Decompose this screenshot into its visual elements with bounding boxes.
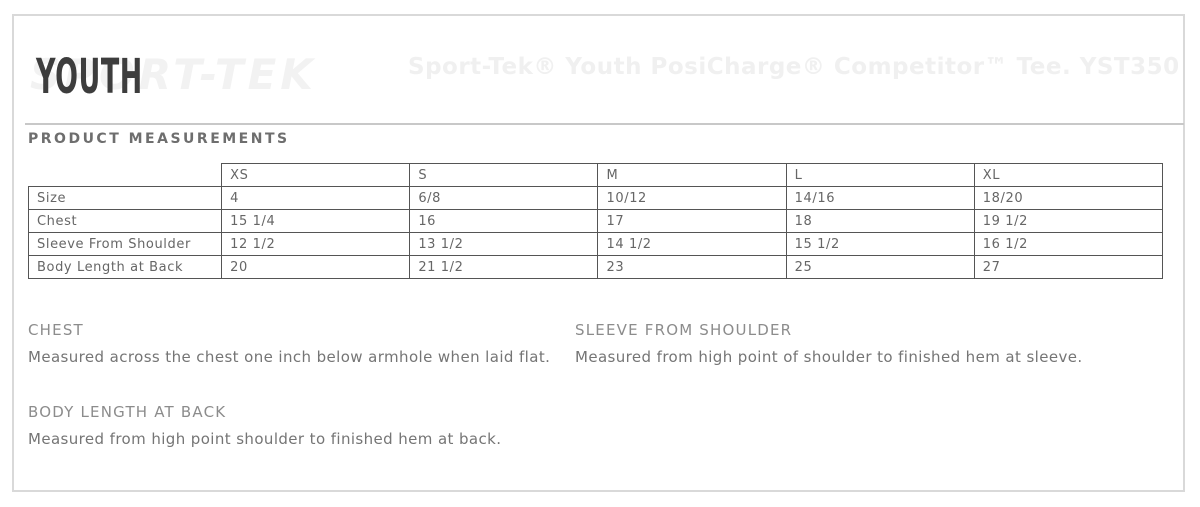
table-row: Size 4 6/8 10/12 14/16 18/20: [27, 186, 1164, 210]
measurement-cell: 23: [597, 255, 787, 279]
row-label: Size: [27, 186, 223, 210]
table-corner-cell: [29, 164, 222, 187]
size-column-header: M: [597, 163, 787, 187]
table-head: XS S M L XL: [29, 163, 1164, 187]
definition-description: Measured from high point shoulder to fin…: [28, 430, 502, 448]
definition-term: BODY LENGTH AT BACK: [28, 403, 227, 421]
measurement-cell: 18: [785, 209, 975, 233]
size-column-header: XL: [973, 163, 1164, 187]
measurement-cell: 20: [221, 255, 411, 279]
definition-description: Measured across the chest one inch below…: [28, 348, 551, 366]
measurement-cell: 16: [409, 209, 599, 233]
measurement-cell: 10/12: [597, 186, 787, 210]
definition-sleeve-from-shoulder: SLEEVE FROM SHOULDER Measured from high …: [575, 321, 1115, 366]
category-label: YOUTH: [36, 49, 143, 105]
measurement-cell: 15 1/2: [785, 232, 975, 256]
measurement-cell: 25: [785, 255, 975, 279]
row-label: Body Length at Back: [27, 255, 223, 279]
size-column-header: S: [409, 163, 599, 187]
measurement-cell: 14 1/2: [597, 232, 787, 256]
measurement-cell: 6/8: [409, 186, 599, 210]
definition-term: CHEST: [28, 321, 84, 339]
measurement-cell: 18/20: [973, 186, 1164, 210]
definition-description: Measured from high point of shoulder to …: [575, 348, 1083, 366]
definition-term: SLEEVE FROM SHOULDER: [575, 321, 793, 339]
table-row: Chest 15 1/4 16 17 18 19 1/2: [27, 209, 1164, 233]
table-row: Sleeve From Shoulder 12 1/2 13 1/2 14 1/2 15…: [27, 232, 1164, 256]
measurement-cell: 16 1/2: [973, 232, 1164, 256]
definition-body-length-at-back: BODY LENGTH AT BACK Measured from high p…: [28, 403, 568, 448]
table-body: Size 4 6/8 10/12 14/16 18/20 Chest 15 1/4 16 17 18…: [27, 186, 1164, 279]
row-label: Chest: [27, 209, 223, 233]
measurement-cell: 17: [597, 209, 787, 233]
header-divider: [25, 123, 1184, 125]
measurement-cell: 12 1/2: [221, 232, 411, 256]
definition-chest: CHEST Measured across the chest one inch…: [28, 321, 568, 366]
measurement-cell: 4: [221, 186, 411, 210]
measurements-table: XS S M L XL Size 4 6/8 10/12 14/16 18/20 Chest 15 1…: [27, 163, 1164, 279]
measurement-cell: 13 1/2: [409, 232, 599, 256]
table-row: Body Length at Back 20 21 1/2 23 25 27: [27, 255, 1164, 279]
measurement-cell: 14/16: [785, 186, 975, 210]
brand-watermark: SPORT-TEK: [30, 50, 317, 99]
measurement-cell: 21 1/2: [409, 255, 599, 279]
size-column-header: L: [785, 163, 975, 187]
size-column-header: XS: [221, 163, 411, 187]
measurement-cell: 27: [973, 255, 1164, 279]
row-label: Sleeve From Shoulder: [27, 232, 223, 256]
measurement-cell: 15 1/4: [221, 209, 411, 233]
section-heading: PRODUCT MEASUREMENTS: [28, 131, 290, 147]
product-title-watermark: Sport-Tek® Youth PosiCharge® Competitor™…: [408, 54, 1180, 80]
measurement-cell: 19 1/2: [973, 209, 1164, 233]
table-header-row: XS S M L XL: [29, 163, 1164, 187]
